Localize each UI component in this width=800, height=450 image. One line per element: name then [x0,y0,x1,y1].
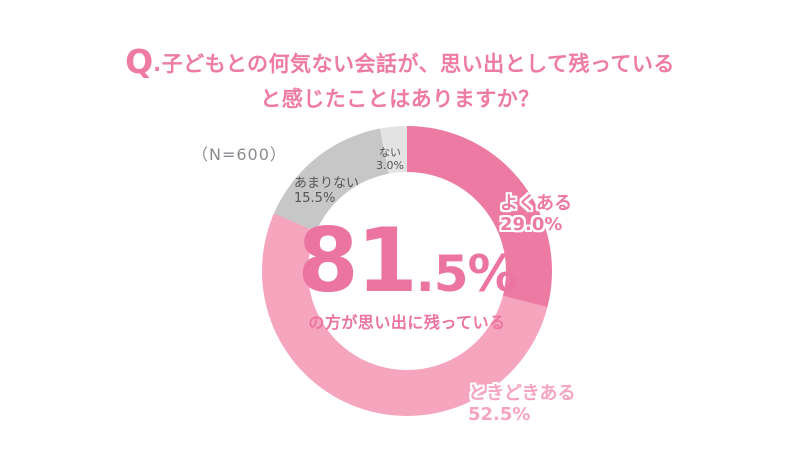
center-percentage: 81.5% [297,217,518,305]
title-line-2: と感じたことはありますか？ [260,86,540,111]
segment-label-yokuaru: よくある 29.0% [500,193,572,235]
segment-label-amarinai-name: あまりない [294,176,360,191]
center-percentage-big: 81 [297,209,417,313]
segment-label-nai-name: ない [379,146,401,159]
donut-center-text: 81.5% の方が思い出に残っている [262,132,552,422]
segment-label-tokidokiaru-name: ときどきある [468,383,576,404]
segment-label-tokidokiaru: ときどきある 52.5% [468,383,575,425]
title-line-1: Q.子どもとの何気ない会話が、思い出として残っている [0,40,800,85]
page-title: Q.子どもとの何気ない会話が、思い出として残っている と感じたことはありますか？ [0,40,800,113]
segment-label-yokuaru-value: 29.0% [500,214,563,236]
donut-hole [308,172,506,370]
sample-size-label: （N=600） [192,145,287,164]
donut-chart: 81.5% の方が思い出に残っている [262,126,552,416]
segment-label-tokidokiaru-value: 52.5% [468,404,531,426]
title-line-1-text: .子どもとの何気ない会話が、思い出として残っている [153,52,675,76]
segment-label-yokuaru-name: よくある [500,193,572,214]
center-caption: の方が思い出に残っている [308,312,506,332]
segment-label-nai-value: 3.0% [376,158,404,172]
segment-label-nai: ない 3.0% [368,146,412,173]
segment-label-amarinai: あまりない 15.5% [294,176,359,207]
q-prefix: Q [125,42,154,81]
segment-label-amarinai-value: 15.5% [294,191,336,207]
center-percentage-small: .5% [415,245,518,304]
